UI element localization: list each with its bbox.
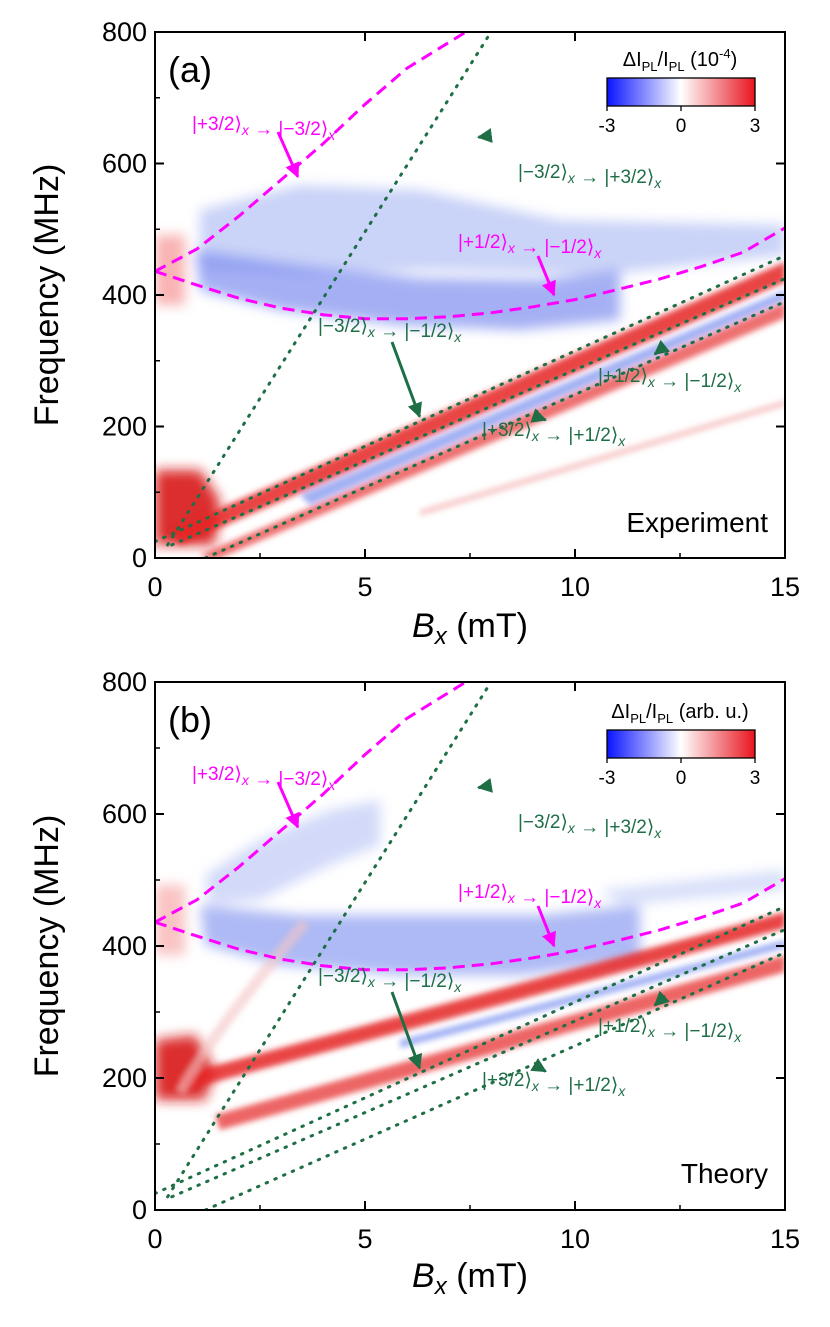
colorbar: ΔIPL/IPL (arb. u.) -3 0 3 bbox=[599, 701, 761, 789]
x-tick-label: 10 bbox=[560, 1224, 590, 1254]
annotation-arrow bbox=[653, 990, 670, 1007]
x-axis-label: Bx (mT) bbox=[412, 1257, 528, 1300]
theory-curves bbox=[155, 32, 785, 558]
y-tick-label: 800 bbox=[102, 667, 147, 697]
colorbar-title: ΔIPL/IPL (10-4) bbox=[623, 46, 738, 74]
annotation-arrow bbox=[530, 408, 548, 423]
x-tick-label: 15 bbox=[770, 1224, 800, 1254]
transition-label: |+1/2⟩x → |−1/2⟩x bbox=[458, 232, 602, 261]
transition-label: |+3/2⟩x → |−3/2⟩x bbox=[192, 764, 336, 793]
x-tick-label: 5 bbox=[357, 572, 372, 602]
red-band-lower bbox=[215, 955, 785, 1130]
transition-label: |+1/2⟩x → |−1/2⟩x bbox=[598, 366, 742, 395]
panel-a: |+3/2⟩x → |−3/2⟩x |−3/2⟩x → |+3/2⟩x |+1/2⟩… bbox=[28, 17, 800, 650]
colorbar-tick-label: 0 bbox=[676, 116, 687, 137]
y-axis-label: Frequency (MHz) bbox=[28, 164, 66, 427]
annotation-arrow bbox=[536, 255, 556, 297]
heatmap-image bbox=[155, 800, 785, 1130]
dashed-curve bbox=[155, 877, 785, 972]
annotation-arrow bbox=[390, 991, 423, 1070]
annotation-arrow bbox=[653, 339, 671, 356]
colorbar-gradient bbox=[606, 729, 756, 759]
dotted-curve bbox=[170, 277, 785, 547]
colorbar-gradient bbox=[606, 77, 756, 107]
transition-label: |−3/2⟩x → |−1/2⟩x bbox=[318, 966, 462, 995]
annotation-arrow bbox=[536, 905, 556, 948]
red-faint-band bbox=[420, 400, 785, 516]
y-tick-label: 400 bbox=[102, 931, 147, 961]
panel-label: (a) bbox=[168, 49, 212, 90]
y-axis: 0 200 400 600 800 bbox=[102, 667, 785, 1225]
y-tick-label: 200 bbox=[102, 1063, 147, 1093]
colorbar-tick-label: -3 bbox=[599, 116, 616, 137]
y-axis-label: Frequency (MHz) bbox=[28, 815, 66, 1078]
corner-label: Experiment bbox=[626, 507, 768, 538]
dotted-curve bbox=[155, 904, 785, 1195]
dotted-curve bbox=[155, 254, 785, 544]
annotation-arrow bbox=[276, 781, 300, 829]
transition-label: |+3/2⟩x → |+1/2⟩x bbox=[482, 1070, 626, 1099]
dotted-curve bbox=[203, 951, 785, 1210]
y-tick-label: 600 bbox=[102, 799, 147, 829]
colorbar-tick-label: 0 bbox=[676, 768, 687, 789]
y-axis: 0 200 400 600 800 bbox=[102, 17, 785, 573]
transition-label: |−3/2⟩x → |−1/2⟩x bbox=[318, 316, 462, 345]
theory-curves bbox=[155, 682, 785, 1210]
colorbar-tick-label: 3 bbox=[750, 116, 761, 137]
transition-label: |+3/2⟩x → |−3/2⟩x bbox=[192, 114, 336, 143]
transition-label: |−3/2⟩x → |+3/2⟩x bbox=[518, 162, 662, 191]
blue-upper-lobe bbox=[200, 185, 785, 275]
red-band-upper bbox=[170, 262, 785, 545]
colorbar-title: ΔIPL/IPL (arb. u.) bbox=[611, 701, 748, 726]
annotation-arrow bbox=[390, 341, 422, 419]
x-axis: 0 5 10 15 bbox=[147, 682, 800, 1254]
red-curved-arm bbox=[175, 920, 310, 1095]
colorbar: ΔIPL/IPL (10-4) -3 0 3 bbox=[599, 46, 761, 137]
transition-label: |+1/2⟩x → |−1/2⟩x bbox=[598, 1016, 742, 1045]
y-tick-label: 200 bbox=[102, 412, 147, 442]
panel-b: |+3/2⟩x → |−3/2⟩x |−3/2⟩x → |+3/2⟩x |+1/2⟩… bbox=[28, 667, 800, 1300]
x-axis-label: Bx (mT) bbox=[412, 607, 528, 650]
x-axis: 0 5 10 15 bbox=[147, 32, 800, 602]
dashed-curve bbox=[155, 32, 467, 273]
y-tick-label: 0 bbox=[132, 1195, 147, 1225]
dashed-curve bbox=[155, 226, 785, 321]
annotation-arrow bbox=[530, 1057, 547, 1073]
x-tick-label: 15 bbox=[770, 572, 800, 602]
corner-label: Theory bbox=[681, 1158, 768, 1189]
annotations: |+3/2⟩x → |−3/2⟩x |−3/2⟩x → |+3/2⟩x |+1/2⟩… bbox=[192, 764, 742, 1099]
colorbar-tick-label: 3 bbox=[750, 768, 761, 789]
annotation-arrow bbox=[476, 777, 493, 793]
colorbar-tick-label: -3 bbox=[599, 768, 616, 789]
x-tick-label: 10 bbox=[560, 572, 590, 602]
dotted-curve bbox=[166, 682, 493, 1199]
x-tick-label: 0 bbox=[147, 572, 162, 602]
y-tick-label: 600 bbox=[102, 149, 147, 179]
x-tick-label: 5 bbox=[357, 1224, 372, 1254]
blue-upper-lobe bbox=[205, 800, 380, 905]
x-tick-label: 0 bbox=[147, 1224, 162, 1254]
annotation-arrow bbox=[276, 131, 300, 179]
red-band-upper bbox=[180, 912, 785, 1090]
annotations: |+3/2⟩x → |−3/2⟩x |−3/2⟩x → |+3/2⟩x |+1/2⟩… bbox=[192, 114, 742, 449]
annotation-arrow bbox=[476, 128, 493, 143]
dotted-curve bbox=[170, 928, 785, 1199]
y-tick-label: 0 bbox=[132, 543, 147, 573]
transition-label: |−3/2⟩x → |+3/2⟩x bbox=[518, 812, 662, 841]
y-tick-label: 400 bbox=[102, 280, 147, 310]
blue-band-middle bbox=[400, 940, 785, 1048]
transition-label: |+3/2⟩x → |+1/2⟩x bbox=[482, 420, 626, 449]
blue-right-edge bbox=[600, 870, 785, 905]
y-tick-label: 800 bbox=[102, 17, 147, 47]
dotted-curve bbox=[203, 300, 785, 558]
transition-label: |+1/2⟩x → |−1/2⟩x bbox=[458, 882, 602, 911]
dotted-curve bbox=[166, 32, 493, 547]
panel-label: (b) bbox=[168, 699, 212, 740]
